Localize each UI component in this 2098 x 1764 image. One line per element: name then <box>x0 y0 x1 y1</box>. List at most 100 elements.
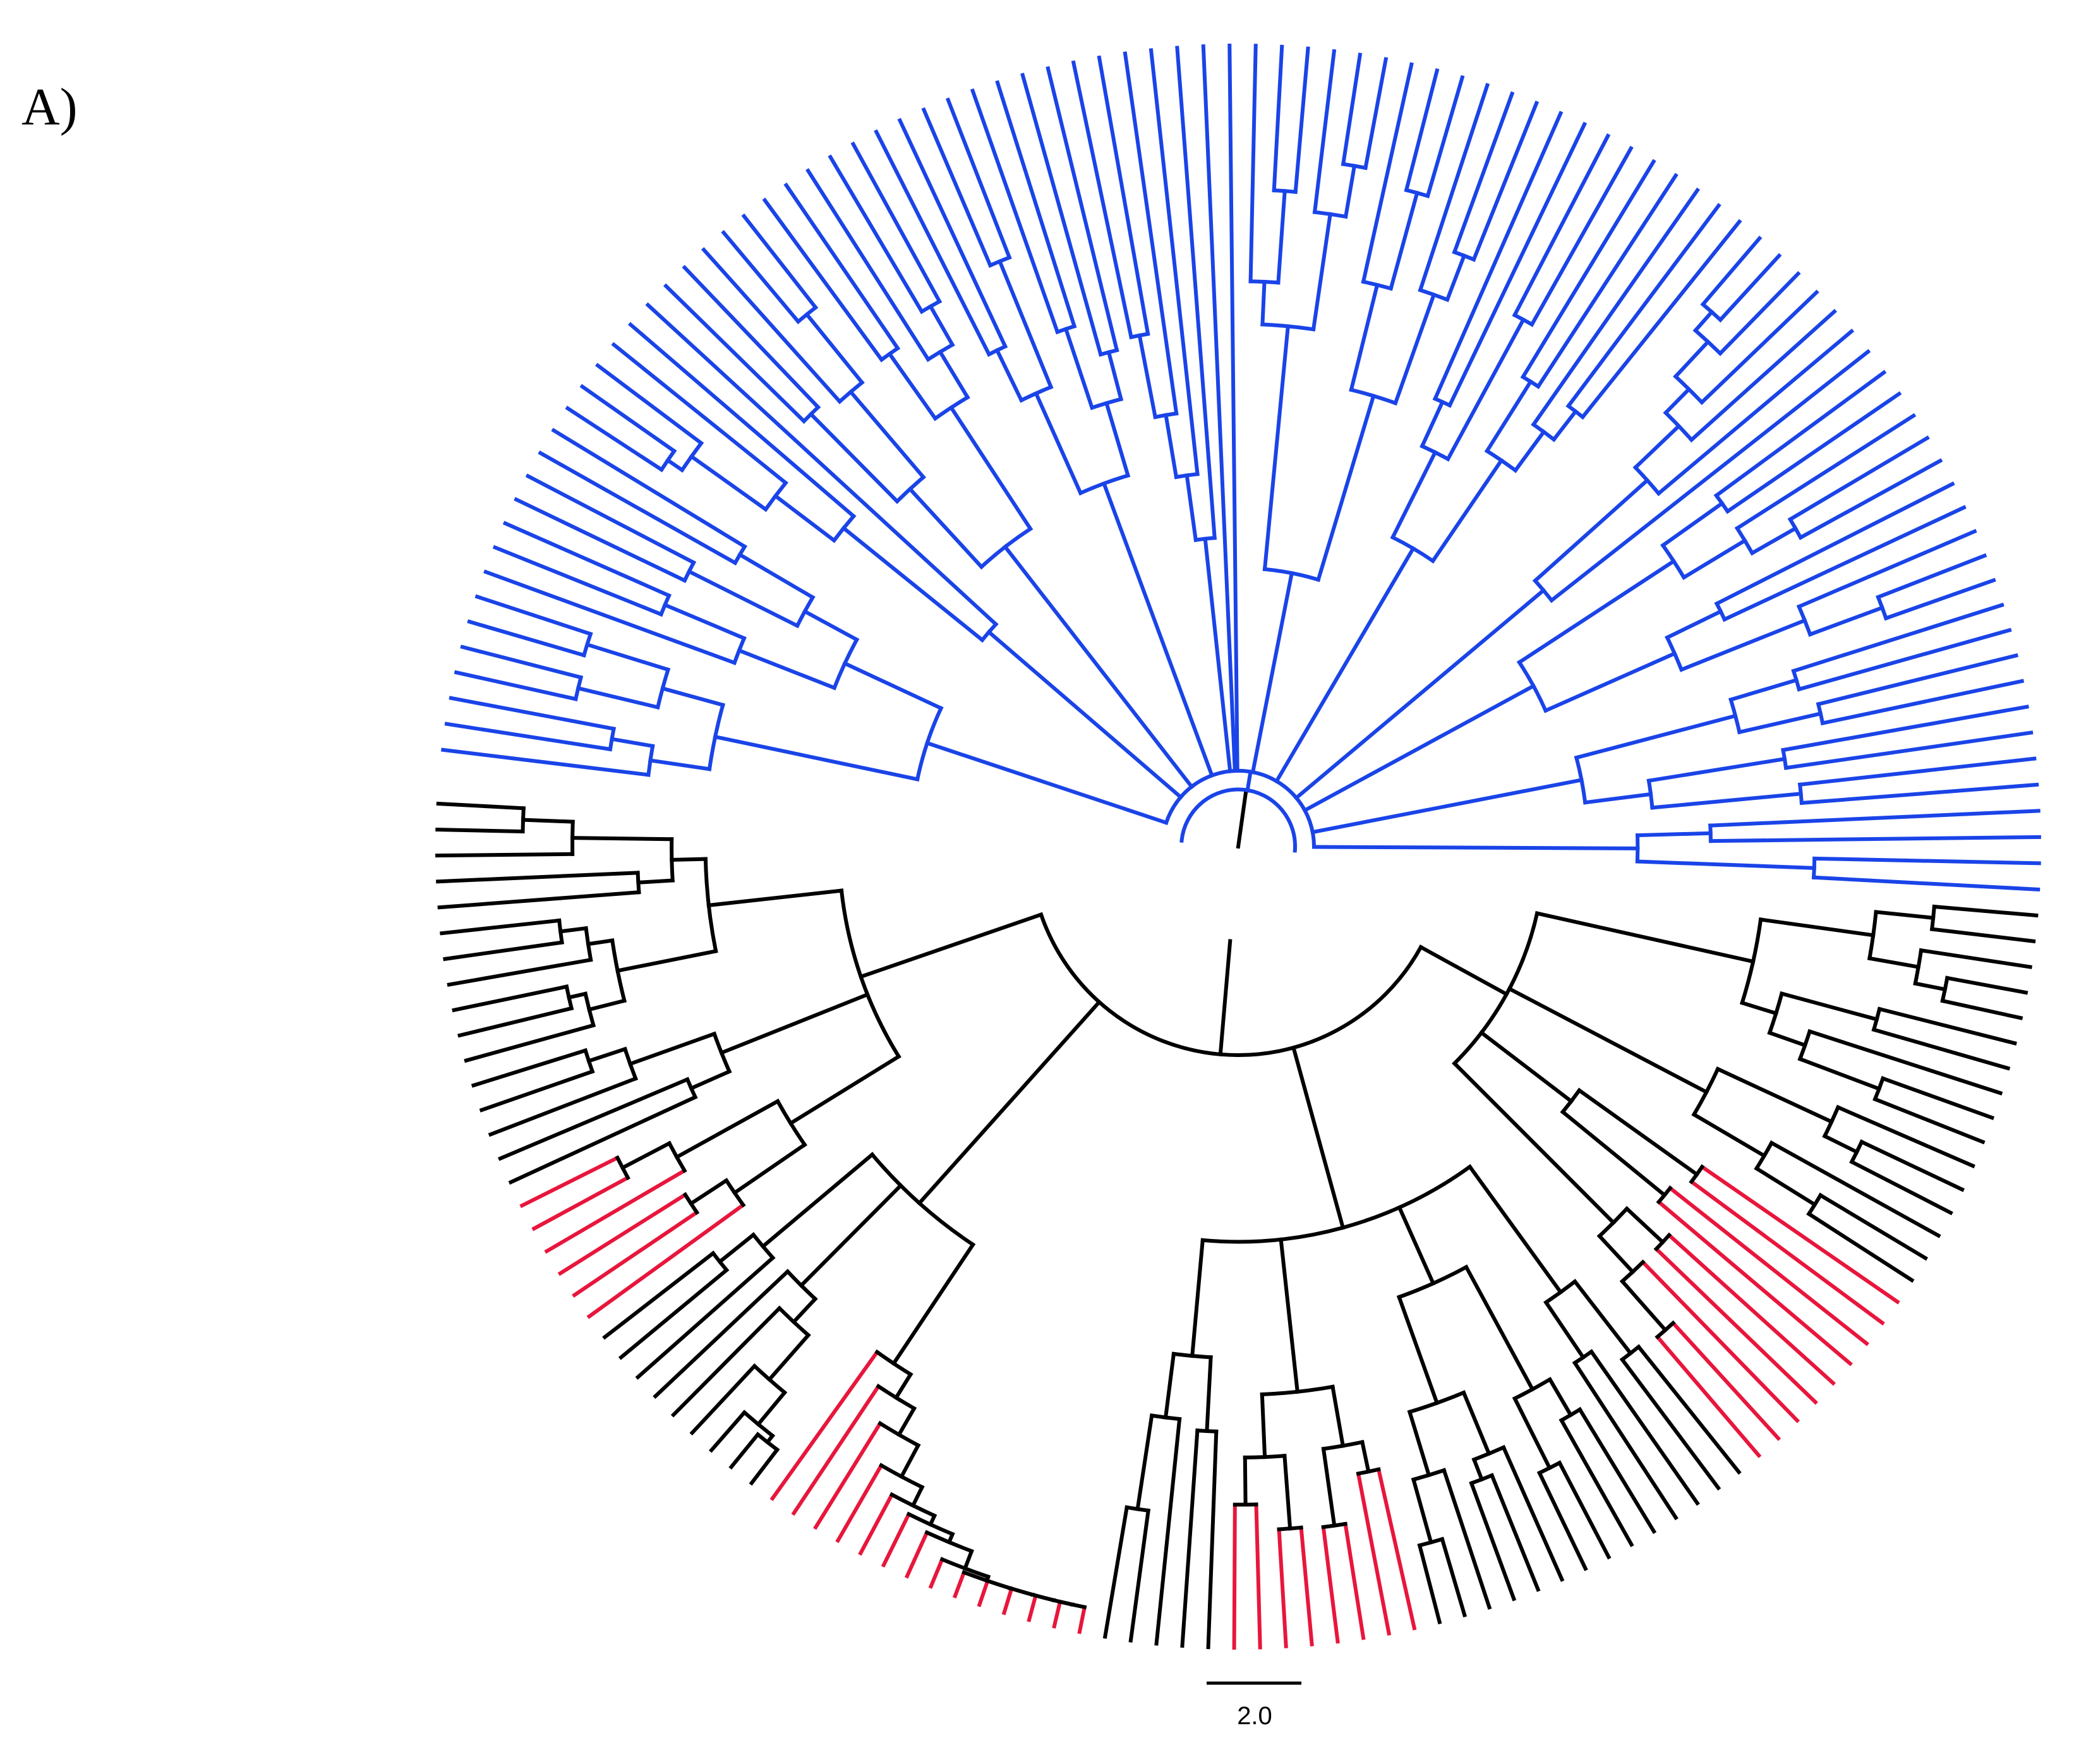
tree-leaf-branch <box>1877 1006 2017 1046</box>
tree-leaf-branch <box>1812 856 2041 866</box>
tree-leaf-branch <box>557 1192 688 1276</box>
tree-leaf-branch <box>443 940 564 962</box>
tree-leaf-branch <box>1714 481 1955 607</box>
tree-leaf-branch <box>460 644 584 680</box>
tree-leaf-branch <box>928 1557 945 1589</box>
tree-internal-branch <box>1135 1413 1154 1511</box>
tree-leaf-branch <box>1356 1471 1392 1636</box>
tree-leaf-branch <box>1818 1192 1929 1261</box>
tree-leaf-branch <box>1027 1593 1039 1622</box>
tree-leaf-branch <box>858 1492 895 1556</box>
tree-leaf-branch <box>1717 270 1801 356</box>
tree-internal-branch <box>737 552 816 600</box>
tree-internal-branch <box>587 998 627 1012</box>
tree-internal-branch <box>1874 910 1936 921</box>
tree-internal-branch <box>1430 457 1504 564</box>
tree-leaf-branch <box>1442 1468 1492 1610</box>
tree-internal-branch <box>1397 1205 1436 1286</box>
tree-internal-branch <box>910 1484 925 1508</box>
tree-internal-branch <box>1867 956 1921 969</box>
tree-leaf-branch <box>1670 1320 1781 1441</box>
tree-internal-branch <box>1390 449 1438 540</box>
tree-internal-branch <box>1596 1233 1636 1275</box>
tree-internal-branch <box>788 1054 901 1127</box>
tree-leaf-branch <box>1254 1502 1262 1650</box>
tree-internal-branch <box>670 857 708 862</box>
tree-internal-branch <box>842 661 944 711</box>
tree-leaf-branch <box>1020 73 1103 357</box>
tree-leaf-branch <box>1154 1417 1182 1646</box>
tree-leaf-branch <box>452 984 569 1013</box>
tree-leaf-branch <box>1531 187 1701 428</box>
tree-internal-branch <box>1164 413 1179 480</box>
tree-internal-branch <box>1758 917 1876 938</box>
tree-leaf-branch <box>1432 111 1564 402</box>
tree-internal-branch <box>1728 677 1799 703</box>
panel-label: A) <box>21 78 78 136</box>
tree-internal-branch <box>1445 317 1526 462</box>
tree-leaf-branch <box>1417 1543 1442 1624</box>
tree-leaf-branch <box>454 670 578 701</box>
tree-internal-branch <box>1516 559 1677 665</box>
tree-internal-branch <box>1106 349 1124 402</box>
tree-internal-branch <box>1749 526 1799 556</box>
tree-leaf-branch <box>1206 1429 1219 1650</box>
tree-leaf-branch <box>1180 1428 1200 1648</box>
tree-leaf-branch <box>579 384 677 454</box>
tree-internal-branch <box>1478 1030 1574 1104</box>
tree-leaf-branch <box>1718 253 1782 323</box>
tree-internal-branch <box>773 493 837 543</box>
tree-leaf-branch <box>627 322 857 519</box>
tree-leaf-branch <box>921 107 993 268</box>
tree-leaf-branch <box>1769 1140 1941 1238</box>
tree-leaf-branch <box>435 852 575 858</box>
tree-leaf-branch <box>1248 44 1258 284</box>
tree-internal-branch <box>1767 1030 1808 1048</box>
tree-leaf-branch <box>1572 1360 1679 1521</box>
tree-leaf-branch <box>611 342 788 486</box>
tree-internal-branch <box>1163 1351 1176 1420</box>
tree-leaf-branch <box>538 450 738 565</box>
tree-leaf-branch <box>1128 1508 1151 1643</box>
tree-leaf-branch <box>1883 577 1996 621</box>
tree-internal-branch <box>521 818 575 824</box>
tree-leaf-branch <box>1520 159 1656 380</box>
tree-leaf-branch <box>1077 1605 1087 1634</box>
tree-internal-branch <box>1291 1045 1346 1230</box>
tree-internal-branch <box>986 629 1184 800</box>
tree-leaf-branch <box>514 497 687 583</box>
tree-internal-branch <box>1330 1384 1346 1448</box>
tree-leaf-branch <box>977 1578 991 1607</box>
tree-internal-branch <box>799 1183 904 1288</box>
tree-leaf-branch <box>805 168 931 362</box>
tree-internal-branch <box>1543 651 1677 713</box>
tree-leaf-branch <box>586 1202 746 1319</box>
tree-leaf-branch <box>1588 1349 1700 1506</box>
tree-leaf-branch <box>449 696 617 732</box>
tree-internal-branch <box>1101 481 1215 778</box>
tree-internal-branch <box>1218 939 1233 1057</box>
tree-leaf-branch <box>1447 121 1588 408</box>
tree-internal-branch <box>1779 991 1879 1022</box>
tree-internal-branch <box>1279 1237 1300 1394</box>
tree-leaf-branch <box>1343 1521 1366 1640</box>
tree-leaf-branch <box>1656 329 1855 497</box>
tree-leaf-branch <box>440 747 651 777</box>
tree-leaf-branch <box>436 801 526 811</box>
tree-leaf-branch <box>1721 505 1967 622</box>
tree-internal-branch <box>1420 399 1445 449</box>
tree-leaf-branch <box>1872 1096 1986 1145</box>
tree-leaf-branch <box>492 545 664 617</box>
tree-leaf-branch <box>1312 49 1337 215</box>
tree-leaf-branch <box>1699 1164 1900 1305</box>
tree-leaf-branch <box>769 1349 880 1501</box>
tree-leaf-branch <box>1849 1159 1953 1216</box>
tree-leaf-branch <box>1798 458 1943 540</box>
tree-leaf-branch <box>1699 289 1819 406</box>
tree-leaf-branch <box>1880 1076 1995 1120</box>
tree-leaf-branch <box>565 406 665 473</box>
tree-internal-branch <box>1034 390 1083 496</box>
tree-leaf-branch <box>1656 1199 1853 1367</box>
tree-internal-branch <box>1797 1056 1882 1092</box>
tree-internal-branch <box>660 686 725 708</box>
